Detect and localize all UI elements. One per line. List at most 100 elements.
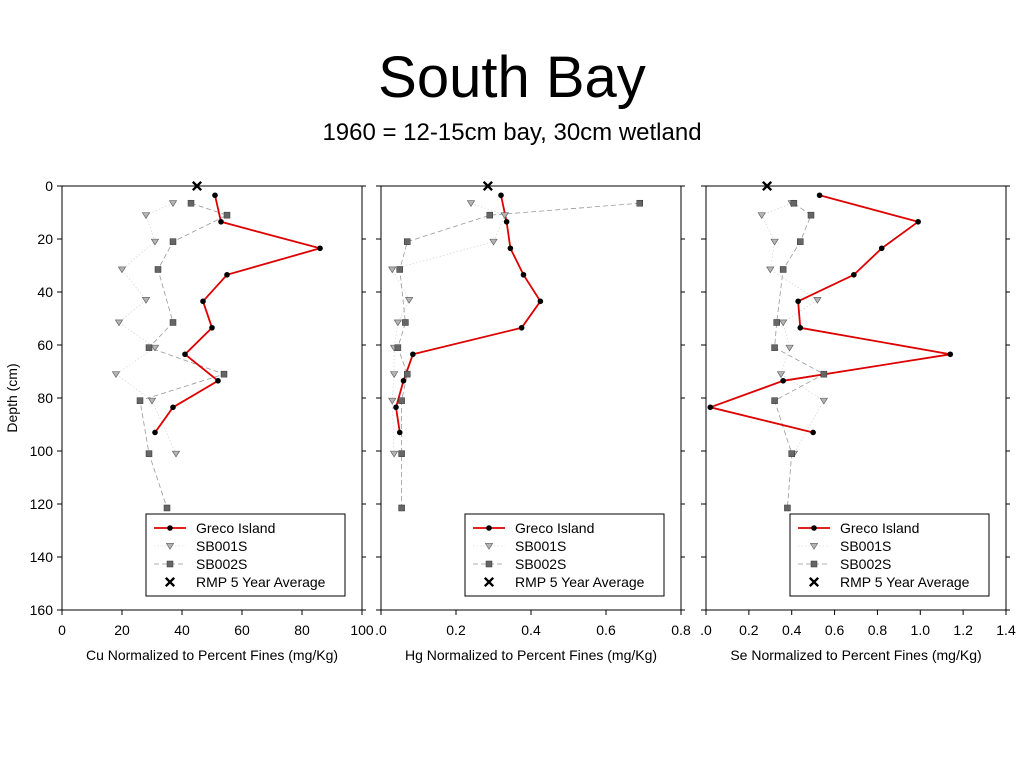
- x-tick-label: 0.8: [868, 622, 888, 638]
- chart-panel-3: .0 0.2 0.4 0.6 0.8 1.0 1.2 1.4 Se Normalized to …: [700, 180, 1016, 663]
- series-point-line: [215, 377, 221, 384]
- series-point-line: [218, 218, 224, 225]
- series-point-triangle: [466, 200, 476, 208]
- series-point-dashed-square: [169, 319, 177, 326]
- series-line-line: [154, 195, 324, 434]
- series-point-triangle: [150, 344, 160, 352]
- series-point-line: [507, 245, 514, 252]
- series-line-dashed-square: [139, 202, 229, 509]
- series-point-line: [212, 192, 218, 199]
- x-tick-label: .0: [375, 622, 387, 638]
- series-point-triangle: [785, 344, 794, 352]
- legend-label: SB001S: [840, 538, 891, 554]
- y-tick-label: 20: [37, 231, 53, 247]
- x-tick-label: 0.4: [521, 622, 541, 638]
- legend-marker: [809, 543, 819, 550]
- series-point-triangle: [404, 297, 414, 304]
- series-line-line: [395, 195, 542, 433]
- series-point-triangle: [168, 200, 178, 208]
- series-point-line: [410, 351, 416, 358]
- legend-marker: [811, 525, 817, 531]
- series-point-dashed-square: [398, 504, 405, 512]
- y-tick-label: 140: [30, 549, 54, 565]
- y-tick-label: 80: [37, 390, 53, 406]
- x-tick-label: 0.8: [671, 622, 691, 638]
- legend-marker: [808, 576, 820, 588]
- legend-label: SB001S: [515, 538, 566, 554]
- series-point-triangle: [171, 450, 181, 458]
- series-point-line: [182, 351, 188, 358]
- series-point-line: [537, 298, 544, 305]
- series-point-triangle: [111, 371, 121, 378]
- x-tick-label: 0.6: [825, 622, 845, 638]
- x-axis-label: Hg Normalized to Percent Fines (mg/Kg): [405, 647, 657, 663]
- series-line-triangle: [391, 202, 506, 454]
- legend-label: SB002S: [840, 556, 891, 572]
- series-point-dashed-square: [402, 319, 409, 326]
- y-tick-label: 40: [37, 284, 53, 300]
- series-point-triangle: [114, 319, 124, 327]
- series-point-line: [498, 192, 504, 199]
- x-tick-label: 0.2: [446, 622, 466, 638]
- legend-label: Greco Island: [196, 520, 275, 536]
- series-point-dashed-square: [779, 266, 787, 273]
- series-point-x: [482, 180, 493, 192]
- series-point-triangle: [766, 266, 775, 274]
- series-point-triangle: [388, 397, 397, 405]
- series-point-line: [816, 192, 823, 199]
- series-point-line: [396, 429, 403, 436]
- series-point-triangle: [489, 238, 498, 246]
- series-point-dashed-square: [797, 238, 804, 245]
- series-point-dashed-square: [486, 211, 493, 219]
- x-tick-label: 40: [174, 622, 190, 638]
- series-point-dashed-square: [807, 211, 815, 219]
- series-point-dashed-square: [790, 199, 798, 207]
- series-line-dashed-square: [397, 202, 640, 508]
- legend-marker: [810, 560, 818, 568]
- series-point-dashed-square: [136, 397, 144, 404]
- x-tick-label: 1.4: [996, 622, 1016, 638]
- y-tick-label: 60: [37, 337, 53, 353]
- series-point-dashed-square: [163, 504, 171, 512]
- series-line-triangle: [115, 202, 177, 454]
- series-point-line: [878, 245, 885, 252]
- x-tick-label: 60: [234, 622, 250, 638]
- legend-label: RMP 5 Year Average: [196, 574, 326, 590]
- x-tick-label: .0: [700, 622, 712, 638]
- x-tick-label: 0.4: [782, 622, 802, 638]
- legend-marker: [167, 525, 173, 531]
- series-point-dashed-square: [398, 450, 405, 457]
- series-point-triangle: [147, 397, 157, 405]
- series-point-triangle: [500, 212, 509, 219]
- series-point-dashed-square: [404, 370, 411, 378]
- x-tick-label: 1.0: [911, 622, 931, 638]
- series-point-triangle: [393, 319, 403, 327]
- series-point-line: [170, 404, 176, 411]
- x-axis-label: Se Normalized to Percent Fines (mg/Kg): [730, 647, 981, 663]
- series-point-line: [795, 298, 801, 305]
- series-point-triangle: [770, 238, 779, 246]
- legend-label: SB002S: [515, 556, 566, 572]
- series-point-triangle: [819, 397, 828, 405]
- x-tick-label: 0: [58, 622, 66, 638]
- series-point-triangle: [388, 266, 397, 274]
- legend-label: RMP 5 Year Average: [840, 574, 970, 590]
- legend-label: Greco Island: [840, 520, 919, 536]
- legend-label: SB001S: [196, 538, 247, 554]
- series-point-x: [191, 180, 203, 192]
- legend-marker: [485, 560, 493, 568]
- series-point-dashed-square: [223, 211, 231, 219]
- series-point-triangle: [757, 212, 766, 219]
- series-point-line: [503, 218, 510, 225]
- series-point-triangle: [389, 371, 399, 378]
- x-tick-label: 1.2: [953, 622, 973, 638]
- legend-marker: [486, 525, 492, 531]
- series-point-dashed-square: [145, 344, 153, 351]
- series-point-dashed-square: [636, 199, 643, 207]
- series-point-x: [762, 180, 773, 192]
- series-point-dashed-square: [169, 238, 177, 245]
- legend-marker: [166, 560, 174, 568]
- series-point-line: [209, 324, 215, 331]
- series-point-line: [224, 271, 230, 278]
- series-point-triangle: [389, 450, 399, 458]
